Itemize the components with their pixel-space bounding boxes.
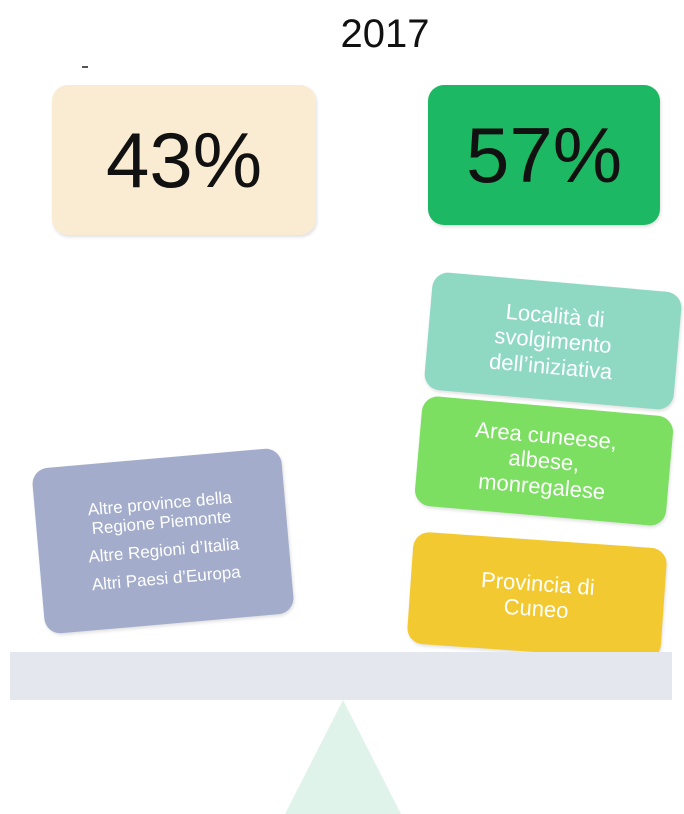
left-share-box: 43% xyxy=(52,85,316,235)
right-line: Provincia di xyxy=(480,566,596,600)
title: 2017 xyxy=(340,12,430,56)
dash xyxy=(82,66,88,68)
left-line: Altre Regioni d’Italia xyxy=(87,534,240,567)
left-line: Altri Paesi d’Europa xyxy=(91,561,242,594)
right-category-box: Area cuneese, albese, monregalese xyxy=(413,395,675,527)
right-line: Cuneo xyxy=(502,593,570,624)
right-category-box: Località di svolgimento dell’iniziativa xyxy=(423,271,683,411)
scale-beam xyxy=(10,652,672,700)
right-share: 57% xyxy=(465,110,623,199)
left-category-box: Altre province della Regione Piemonte Al… xyxy=(31,447,295,635)
right-line: monregalese xyxy=(477,468,607,505)
scale-fulcrum xyxy=(285,700,401,814)
right-category-box: Provincia di Cuneo xyxy=(406,531,668,661)
right-share-box: 57% xyxy=(428,85,660,225)
left-share: 43% xyxy=(105,115,263,204)
